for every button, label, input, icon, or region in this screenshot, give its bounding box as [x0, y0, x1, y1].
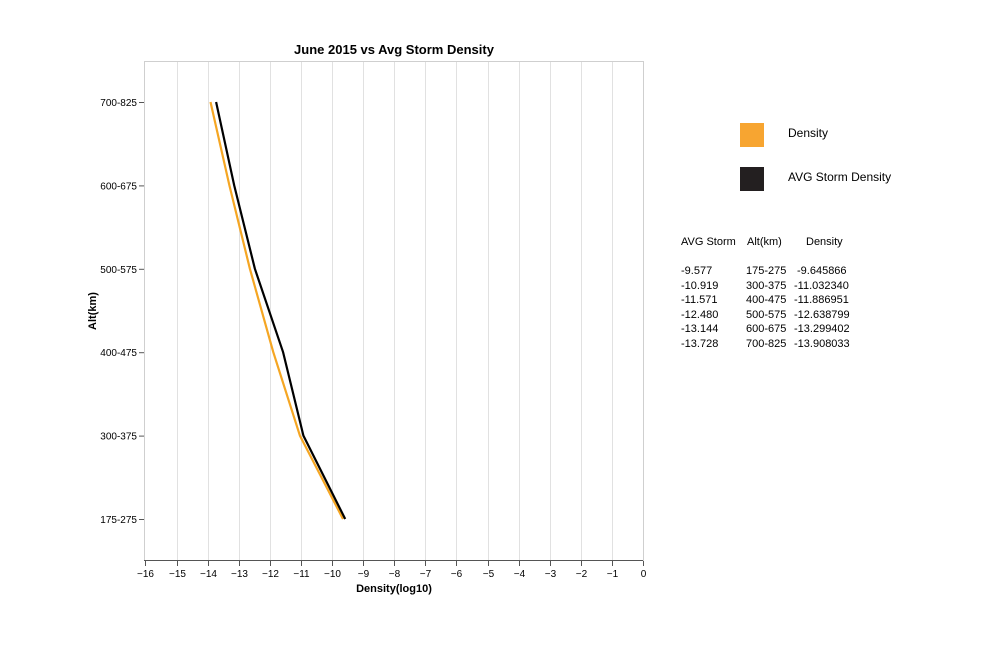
x-tick-label: −2: [576, 569, 588, 580]
table-header-density: Density: [806, 236, 843, 248]
table-cell-avg-storm: -12.480: [681, 308, 719, 321]
series-line-density: [209, 101, 344, 520]
grid-lines: [177, 61, 613, 560]
x-axis: −16 −15 −14 −13 −12 −11 −10 −9 −8 −7 −6 −5 −4 −3 −2 −1 0: [137, 560, 647, 580]
y-tick-label: 500-575: [100, 265, 137, 276]
table-cell-alt: 400-475: [746, 294, 787, 306]
x-tick-label: −8: [389, 569, 401, 580]
x-tick-label: −13: [231, 569, 248, 580]
x-tick-label: −7: [420, 569, 432, 580]
table-cell-alt: 300-375: [746, 279, 787, 292]
x-axis-label: Density(log10): [356, 583, 432, 595]
table-cell-avg-storm: -9.577: [681, 265, 713, 277]
table-cell-avg-storm: -13.728: [681, 337, 719, 350]
table-cell-density: -12.638799: [794, 308, 850, 321]
table-cell-alt: 175-275: [746, 265, 787, 277]
x-tick-label: −5: [483, 569, 495, 580]
legend-label-avg-storm-density: AVG Storm Density: [788, 170, 892, 184]
table-cell-avg-storm: -13.144: [681, 323, 719, 335]
table-cell-avg-storm: -10.919: [681, 279, 719, 292]
x-tick-label: 0: [641, 569, 647, 580]
x-tick-label: −4: [514, 569, 526, 580]
x-tick-label: −15: [169, 569, 186, 580]
legend: Density AVG Storm Density: [740, 122, 891, 210]
legend-item-density: Density: [740, 122, 891, 148]
table-cell-density: -13.908033: [794, 337, 850, 350]
y-tick-label: 175-275: [100, 515, 137, 526]
table-cell-density: -9.645866: [797, 265, 847, 277]
x-tick-label: −6: [451, 569, 463, 580]
legend-label-density: Density: [788, 126, 829, 140]
x-tick-label: −3: [545, 569, 557, 580]
y-axis-label: Alt(km): [87, 292, 99, 330]
legend-swatch-avg-storm-density: [740, 167, 764, 191]
table-cell-alt: 500-575: [746, 308, 787, 321]
y-tick-label: 600-675: [100, 181, 137, 192]
series-lines: [209, 101, 347, 520]
chart-title: June 2015 vs Avg Storm Density: [294, 42, 495, 57]
table-header-avg-storm: AVG Storm: [681, 236, 736, 248]
table-cell-density: -11.032340: [794, 279, 849, 292]
x-tick-label: −16: [137, 569, 154, 580]
table-cell-avg-storm: -11.571: [681, 294, 718, 306]
x-tick-label: −11: [293, 569, 310, 580]
table-cell-alt: 600-675: [746, 323, 787, 335]
y-tick-label: 400-475: [100, 348, 137, 359]
table-cell-alt: 700-825: [746, 337, 787, 350]
x-tick-label: −1: [607, 569, 619, 580]
x-tick-label: −14: [200, 569, 217, 580]
legend-swatch-density: [740, 123, 764, 147]
table-cell-density: -13.299402: [794, 323, 850, 335]
y-axis: 175-275 300-375 400-475 500-575 600-675 700-8…: [100, 98, 144, 526]
table-header-alt: Alt(km): [747, 236, 782, 248]
series-line-avg-storm-density: [215, 101, 347, 520]
y-tick-label: 300-375: [100, 432, 137, 443]
x-tick-label: −12: [262, 569, 279, 580]
table-cell-density: -11.886951: [794, 294, 849, 306]
y-tick-label: 700-825: [100, 98, 137, 109]
x-tick-label: −9: [358, 569, 370, 580]
legend-item-avg-storm-density: AVG Storm Density: [740, 166, 891, 192]
x-tick-label: −10: [324, 569, 341, 580]
